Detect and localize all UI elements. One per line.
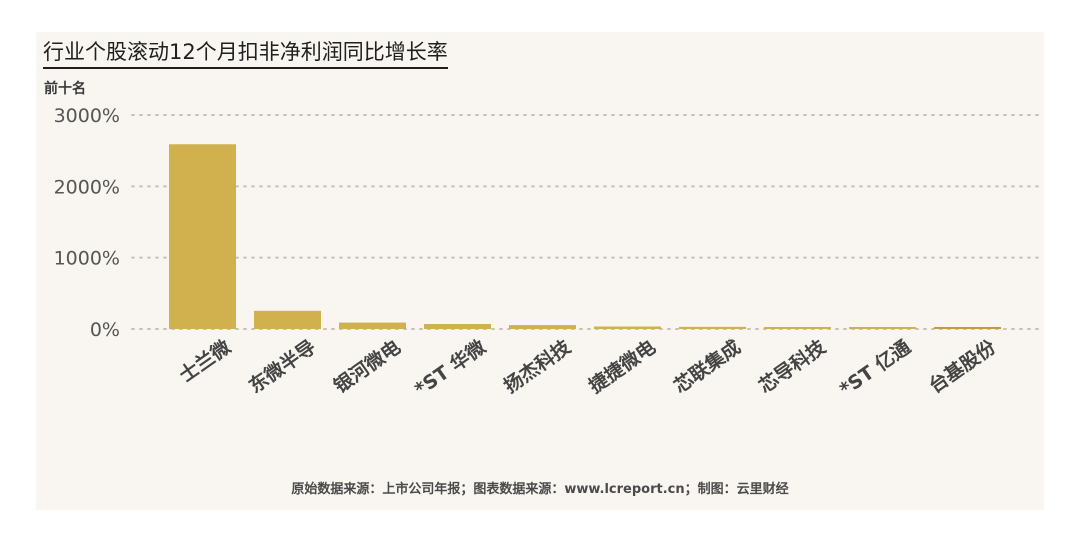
bar	[764, 327, 831, 329]
x-tick-label: 士兰微	[175, 335, 236, 387]
bar	[849, 327, 916, 329]
x-tick-label: 芯导科技	[754, 335, 830, 398]
x-tick-label: 扬杰科技	[499, 335, 575, 398]
y-tick-label: 3000%	[54, 105, 120, 127]
bar	[424, 324, 491, 329]
x-tick-label: 芯联集成	[669, 335, 744, 397]
x-tick-label: 台基股份	[924, 335, 1000, 398]
bar	[339, 322, 406, 329]
bar	[254, 310, 321, 329]
chart-subtitle: 前十名	[44, 81, 86, 97]
x-tick-label: 东微半导	[244, 335, 319, 397]
y-tick-label: 0%	[90, 319, 120, 341]
y-tick-label: 1000%	[54, 248, 120, 270]
bar	[934, 327, 1001, 329]
y-tick-label: 2000%	[54, 176, 120, 198]
x-tick-label: 银河微电	[329, 335, 404, 397]
x-tick-label: 捷捷微电	[584, 335, 659, 397]
x-tick-label: *ST 亿通	[835, 335, 916, 401]
chart-title: 行业个股滚动12个月扣非净利润同比增长率	[43, 38, 448, 69]
bar	[169, 144, 236, 329]
source-footnote: 原始数据来源：上市公司年报；图表数据来源：www.lcreport.cn；制图：…	[291, 482, 789, 497]
bar	[679, 326, 746, 329]
x-tick-label: *ST 华微	[410, 335, 491, 401]
bar	[509, 325, 576, 329]
bar	[594, 326, 661, 329]
